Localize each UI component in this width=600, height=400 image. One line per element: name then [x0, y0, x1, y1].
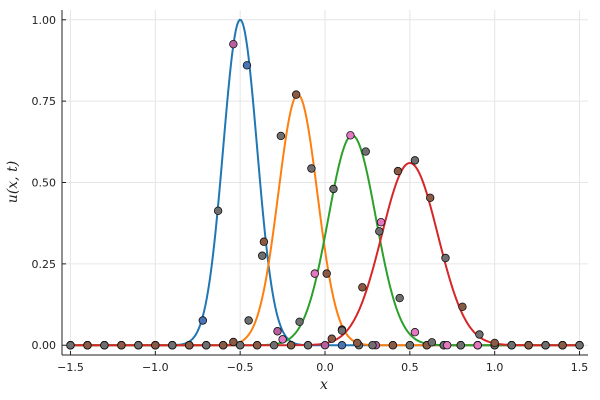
series-3-marker: [361, 147, 370, 156]
series-4-marker: [66, 341, 75, 350]
series-4-marker: [475, 330, 484, 339]
axis-layer: −1.5 −1.0 −0.5 0.0 0.5 1.0 1.5 0.00 0.25 0.50 0.75…: [32, 10, 589, 374]
series-2-marker: [291, 90, 301, 99]
series-4-marker: [303, 341, 313, 350]
series-4-marker: [410, 156, 420, 165]
x-axis-label: x: [320, 377, 328, 393]
series-4-marker: [337, 326, 347, 335]
y-tick-label: 1.00: [32, 14, 57, 27]
series-3-marker: [410, 328, 420, 337]
series-3-marker: [295, 317, 304, 327]
series-4-marker: [375, 227, 384, 236]
x-tick-label: −1.5: [57, 361, 84, 374]
x-tick-label: 0.0: [316, 361, 334, 374]
y-tick-label: 0.00: [32, 339, 57, 352]
series-3-marker: [346, 131, 355, 140]
series-4-marker: [358, 283, 367, 292]
series-1-marker: [320, 341, 330, 350]
x-tick-label: −1.0: [142, 361, 169, 374]
series-1-marker: [229, 39, 238, 49]
series-3-marker: [456, 341, 465, 350]
series-4-marker: [252, 341, 262, 350]
series-1-marker: [242, 61, 252, 70]
series-2-marker: [229, 337, 238, 347]
series-3-marker: [442, 341, 452, 350]
series-1-marker: [213, 206, 223, 216]
series-4-marker: [269, 341, 279, 350]
series-3-marker: [395, 293, 404, 303]
series-4-marker: [83, 341, 92, 350]
series-4-marker: [575, 341, 584, 350]
series-4-marker: [185, 341, 194, 350]
series-3-marker: [427, 338, 437, 347]
grid-layer: [62, 10, 588, 355]
series-4-marker: [202, 341, 211, 350]
series-4-marker: [426, 193, 435, 202]
series-4-marker: [558, 341, 567, 350]
series-2-marker: [368, 341, 377, 350]
marker-layer: [66, 39, 584, 350]
series-4-marker: [151, 341, 160, 350]
series-2-marker: [405, 341, 415, 350]
x-tick-label: 1.5: [571, 361, 589, 374]
series-4-marker: [327, 334, 336, 343]
series-3-marker: [329, 184, 338, 194]
series-4-marker: [490, 338, 499, 348]
series-2-marker: [322, 269, 331, 278]
series-1-marker: [258, 251, 267, 260]
x-tick-label: 1.0: [486, 361, 504, 374]
series-4-marker: [286, 341, 296, 350]
series-4-marker: [524, 341, 533, 350]
series-3-marker: [376, 218, 386, 227]
series-4-marker: [507, 341, 516, 350]
y-tick-label: 0.75: [32, 95, 57, 108]
series-4-marker: [458, 302, 467, 312]
series-4-marker: [218, 341, 228, 350]
x-tick-label: −0.5: [227, 361, 254, 374]
series-1-marker: [337, 341, 347, 350]
series-4-marker: [541, 341, 550, 350]
series-2-marker: [276, 131, 286, 141]
series-3-marker: [473, 341, 482, 350]
series-2-marker: [353, 338, 362, 348]
series-2-marker: [244, 316, 253, 325]
series-4-marker: [441, 253, 450, 263]
series-2-marker: [388, 341, 398, 350]
series-4-marker: [393, 166, 403, 176]
series-2-marker: [259, 237, 269, 246]
series-1-marker: [273, 327, 282, 336]
series-4-marker: [168, 341, 177, 350]
series-4-marker: [117, 341, 126, 350]
series-4-marker: [235, 341, 245, 350]
series-4-marker: [100, 341, 109, 350]
series-3-marker: [310, 269, 320, 278]
series-1-marker: [198, 316, 208, 325]
y-tick-label: 0.25: [32, 258, 57, 271]
series-2-marker: [307, 164, 316, 173]
y-axis-label: u(x, t): [5, 161, 21, 203]
x-tick-label: 0.5: [401, 361, 419, 374]
y-tick-label: 0.50: [32, 177, 57, 190]
series-3-marker: [278, 335, 287, 344]
series-4-marker: [134, 341, 143, 350]
